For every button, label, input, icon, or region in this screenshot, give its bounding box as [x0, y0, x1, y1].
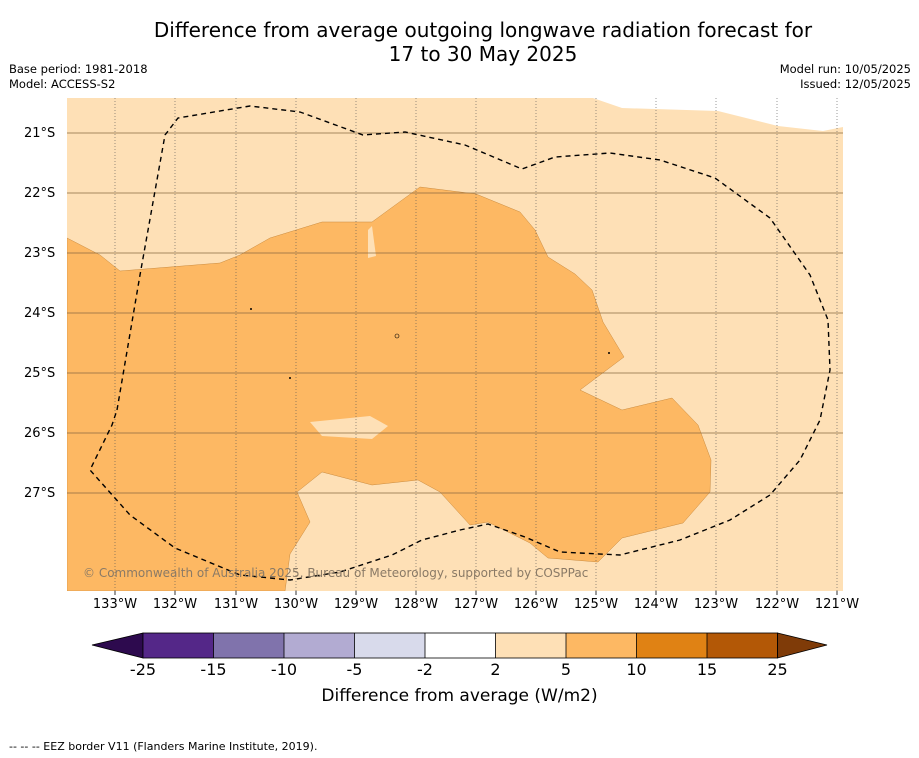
colorbar-tick-label: -2 — [417, 660, 433, 679]
lat-label-24s: 24°S — [24, 306, 56, 321]
colorbar-bin-4 — [354, 633, 425, 658]
title-line-1: Difference from average outgoing longwav… — [153, 18, 813, 42]
lat-label-21s: 21°S — [24, 126, 56, 141]
colorbar-tick-label: 15 — [696, 660, 718, 679]
lon-label-133w: 133°W — [92, 597, 138, 612]
colorbar — [91, 632, 828, 659]
hole-2-5-b — [368, 226, 376, 258]
lat-label-23s: 23°S — [24, 246, 56, 261]
title-line-2: 17 to 30 May 2025 — [388, 42, 578, 66]
colorbar-bin-3 — [284, 633, 355, 658]
colorbar-bin-1 — [143, 633, 214, 658]
lon-label-127w: 127°W — [453, 597, 499, 612]
base-period: Base period: 1981-2018 — [9, 62, 148, 76]
colorbar-tick-label: -10 — [270, 660, 298, 679]
colorbar-tick-label: 5 — [560, 660, 572, 679]
colorbar-bin-8 — [636, 633, 707, 658]
lat-label-25s: 25°S — [24, 366, 56, 381]
colorbar-bin-5 — [425, 633, 496, 658]
region-5-10 — [67, 186, 712, 591]
colorbar-extend-high — [777, 632, 828, 659]
lat-label-22s: 22°S — [24, 186, 56, 201]
lon-label-124w: 124°W — [633, 597, 679, 612]
small-dot-c — [608, 352, 610, 354]
map-area — [67, 98, 843, 591]
lon-label-129w: 129°W — [333, 597, 379, 612]
lat-label-26s: 26°S — [24, 426, 56, 441]
lon-label-121w: 121°W — [814, 597, 860, 612]
colorbar-extend-low — [91, 632, 144, 659]
lon-label-123w: 123°W — [693, 597, 739, 612]
colorbar-bin-6 — [495, 633, 566, 658]
lon-label-122w: 122°W — [754, 597, 800, 612]
eez-border-line — [89, 105, 831, 581]
white-upper-right — [592, 98, 843, 131]
lon-label-132w: 132°W — [152, 597, 198, 612]
meta-left: Base period: 1981-2018 Model: ACCESS-S2 — [9, 62, 148, 92]
colorbar-tick-label: -15 — [200, 660, 227, 679]
eez-footnote: -- -- -- EEZ border V11 (Flanders Marine… — [9, 740, 318, 753]
colorbar-title: Difference from average (W/m2) — [321, 686, 598, 706]
lat-lines — [67, 132, 843, 494]
chart-title: Difference from average outgoing longwav… — [0, 18, 919, 66]
colorbar-tick-label: -5 — [346, 660, 363, 679]
colorbar-bin-7 — [566, 633, 637, 658]
lon-label-126w: 126°W — [513, 597, 559, 612]
small-dot-b — [289, 377, 291, 379]
colorbar-tick-label: 2 — [490, 660, 501, 679]
lon-label-125w: 125°W — [573, 597, 619, 612]
small-island — [394, 333, 400, 339]
small-dot-a — [250, 308, 252, 310]
colorbar-bin-2 — [213, 633, 284, 658]
model-run: Model run: 10/05/2025 — [779, 62, 911, 76]
colorbar-tick-label: -25 — [129, 660, 157, 679]
model-name: Model: ACCESS-S2 — [9, 77, 116, 91]
colorbar-tick-label: 10 — [626, 660, 647, 679]
lon-label-128w: 128°W — [393, 597, 439, 612]
lon-label-131w: 131°W — [213, 597, 259, 612]
colorbar-tick-label: 25 — [767, 660, 788, 679]
meta-right: Model run: 10/05/2025 Issued: 12/05/2025 — [780, 62, 911, 92]
copyright-text: © Commonwealth of Australia 2025, Bureau… — [83, 566, 589, 580]
colorbar-bin-9 — [707, 633, 778, 658]
lon-label-130w: 130°W — [273, 597, 319, 612]
issued-date: Issued: 12/05/2025 — [800, 77, 911, 91]
colorbar-frame — [142, 632, 778, 659]
lon-ticks — [114, 591, 838, 595]
lat-label-27s: 27°S — [24, 486, 56, 501]
gridlines — [114, 98, 838, 591]
